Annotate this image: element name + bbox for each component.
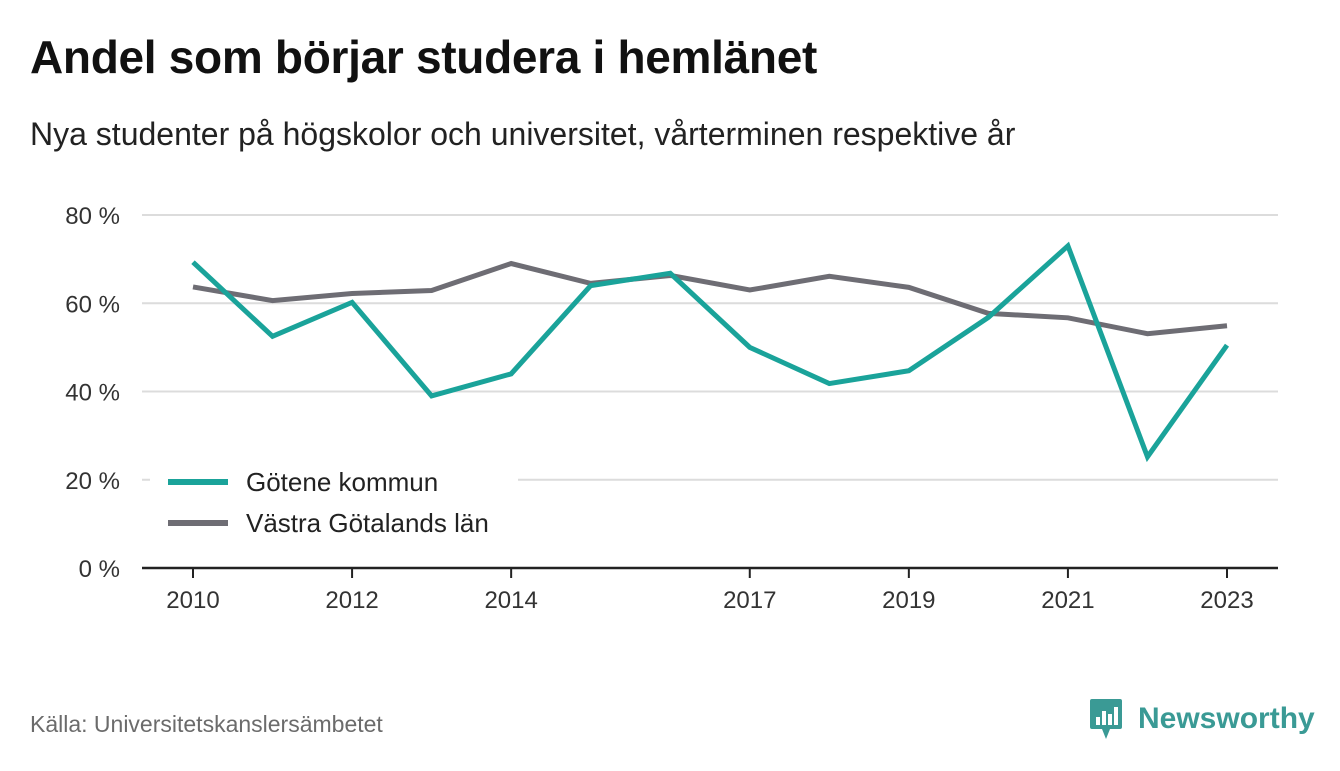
legend-label: Västra Götalands län: [246, 508, 489, 538]
source-note: Källa: Universitetskanslersämbetet: [30, 711, 383, 737]
series-lines: [191, 241, 1230, 463]
series-line-0: [191, 241, 1230, 463]
gridlines: 0 % 20 % 40 % 60 % 80 %: [65, 203, 1278, 583]
brand-logo: Newsworthy: [1088, 697, 1315, 741]
chart-subtitle: Nya studenter på högskolor och universit…: [30, 116, 1016, 152]
x-tick-label: 2014: [484, 587, 537, 614]
legend-background: [150, 462, 518, 548]
x-tick-label: 2019: [882, 587, 935, 614]
x-axis: 2010 2012 2014 2017 2019 2021 2023: [142, 566, 1278, 614]
x-tick-label: 2023: [1200, 587, 1253, 614]
brand-name: Newsworthy: [1138, 702, 1315, 735]
y-tick-label: 80 %: [65, 203, 120, 230]
y-tick-label: 60 %: [65, 291, 120, 318]
line-chart: 0 % 20 % 40 % 60 % 80 % 2010 2012 2014 2017 2019…: [65, 203, 1278, 614]
legend: Götene kommun Västra Götalands län: [150, 462, 518, 548]
y-tick-label: 0 %: [79, 556, 120, 583]
series-line-1: [192, 260, 1228, 337]
y-tick-label: 40 %: [65, 380, 120, 407]
newsworthy-logo-icon: [1090, 699, 1122, 739]
chart-title: Andel som börjar studera i hemlänet: [30, 31, 818, 83]
x-tick-label: 2010: [166, 587, 219, 614]
x-tick-label: 2021: [1041, 587, 1094, 614]
x-tick-label: 2017: [723, 587, 776, 614]
x-tick-label: 2012: [325, 587, 378, 614]
legend-label: Götene kommun: [246, 467, 438, 497]
y-tick-label: 20 %: [65, 468, 120, 495]
